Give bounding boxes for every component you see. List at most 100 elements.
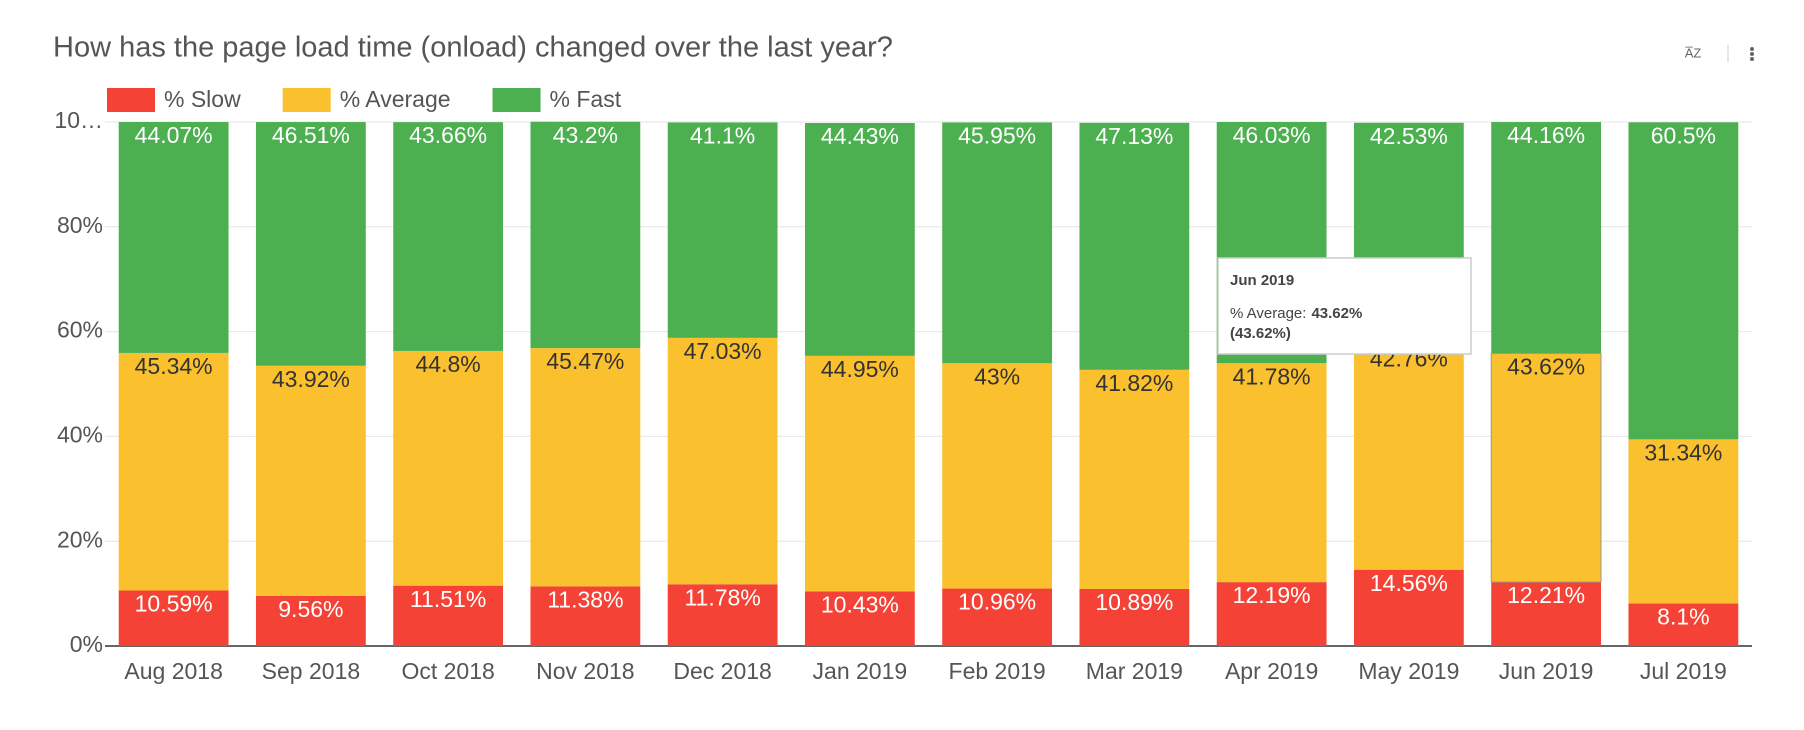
data-label: 60.5% <box>1651 122 1716 148</box>
data-label: 43.66% <box>409 122 487 148</box>
y-tick-label: 10… <box>54 107 103 133</box>
tooltip-value: 43.62% <box>1311 305 1362 322</box>
bar-segment <box>804 591 915 646</box>
data-label: 11.38% <box>547 586 623 612</box>
bar-segment <box>118 352 229 591</box>
data-label: 12.21% <box>1507 582 1585 608</box>
legend-swatch <box>107 88 155 112</box>
data-label: 8.1% <box>1657 604 1709 630</box>
data-label: 43.2% <box>553 122 618 148</box>
bar-segment <box>1353 569 1464 646</box>
bar-segment <box>255 595 366 646</box>
data-label: 11.51% <box>410 586 486 612</box>
data-label: 43.62% <box>1507 354 1585 380</box>
bar-segment <box>667 584 778 646</box>
data-label: 43% <box>974 363 1020 389</box>
tooltip-box <box>1217 257 1472 355</box>
data-label: 41.1% <box>690 123 755 149</box>
x-tick-label: Aug 2018 <box>124 658 222 684</box>
x-tick-label: Jan 2019 <box>813 658 908 684</box>
data-label: 47.03% <box>684 338 762 364</box>
data-label: 44.43% <box>821 123 899 149</box>
chart-title: How has the page load time (onload) chan… <box>53 32 893 64</box>
menu-icon[interactable] <box>1750 47 1754 61</box>
data-label: 45.47% <box>546 348 624 374</box>
bar-segment <box>804 355 915 592</box>
bar-segment <box>255 365 366 596</box>
sort-icon[interactable]: A̅Z <box>1685 45 1702 60</box>
data-label: 46.03% <box>1233 122 1311 148</box>
data-label: 42.53% <box>1370 123 1448 149</box>
y-tick-label: 0% <box>70 631 103 657</box>
bar-segment <box>118 590 229 646</box>
data-label: 41.82% <box>1095 370 1173 396</box>
bar-segment <box>942 363 1053 589</box>
data-label: 10.59% <box>135 591 213 617</box>
bar-segment <box>118 122 229 353</box>
data-label: 46.51% <box>272 122 350 148</box>
bar-segment <box>1216 582 1327 646</box>
bar-segment <box>1216 363 1327 583</box>
bar-segment <box>1628 439 1739 604</box>
y-tick-label: 40% <box>57 421 103 447</box>
bar-segment <box>393 585 504 646</box>
data-label: 44.16% <box>1507 122 1585 148</box>
y-tick-label: 60% <box>57 317 103 343</box>
legend-swatch <box>282 88 331 112</box>
bar-segment <box>942 588 1053 646</box>
bar-segment <box>255 122 366 366</box>
data-label: 44.95% <box>821 356 899 382</box>
data-label: 12.19% <box>1233 582 1311 608</box>
bar-segment <box>530 348 641 587</box>
x-tick-label: Nov 2018 <box>536 658 634 684</box>
data-label: 11.78% <box>684 584 760 610</box>
bar-segment <box>667 122 778 338</box>
data-label: 10.43% <box>821 591 899 617</box>
legend-label: % Fast <box>550 86 622 112</box>
y-tick-label: 20% <box>57 526 103 552</box>
bar-segment <box>1628 603 1739 646</box>
legend-swatch <box>492 88 541 112</box>
data-label: 44.07% <box>135 122 213 148</box>
bar-segment <box>1491 122 1602 354</box>
x-tick-label: Oct 2018 <box>401 658 494 684</box>
bar-segment <box>1628 122 1739 440</box>
data-label: 41.78% <box>1233 363 1311 389</box>
tooltip: Jun 2019 % Average: 43.62% (43.62%) <box>1217 257 1472 355</box>
data-label: 45.34% <box>135 353 213 379</box>
bar-segment <box>530 121 641 349</box>
data-label: 47.13% <box>1095 123 1173 149</box>
highlight <box>1490 352 1602 583</box>
x-tick-label: Mar 2019 <box>1086 658 1183 684</box>
tooltip-label: % Average: <box>1230 305 1306 322</box>
bar-segment <box>393 350 504 586</box>
bar-segment <box>530 586 641 646</box>
x-tick-label: May 2019 <box>1358 658 1459 684</box>
x-tick-label: Apr 2019 <box>1225 658 1318 684</box>
x-tick-label: Jun 2019 <box>1499 658 1594 684</box>
tooltip-title: Jun 2019 <box>1230 272 1294 289</box>
x-tick-label: Feb 2019 <box>949 658 1046 684</box>
bar-segment <box>1079 122 1190 370</box>
data-label: 9.56% <box>278 596 343 622</box>
data-label: 14.56% <box>1370 570 1448 596</box>
data-label: 44.8% <box>416 351 481 377</box>
bar-segment <box>667 337 778 585</box>
legend-label: % Average <box>340 86 451 112</box>
bar-segment <box>393 122 504 351</box>
bar-segment <box>1079 588 1190 646</box>
y-tick-label: 80% <box>57 212 103 238</box>
bar-segment <box>1491 582 1602 646</box>
legend-label: % Slow <box>164 86 241 112</box>
data-label: 10.96% <box>958 589 1036 615</box>
tooltip-detail: (43.62%) <box>1230 325 1291 342</box>
data-label: 10.89% <box>1095 589 1173 615</box>
x-tick-label: Jul 2019 <box>1640 658 1727 684</box>
bar-segment <box>1079 369 1190 589</box>
x-tick-label: Sep 2018 <box>262 658 360 684</box>
data-label: 45.95% <box>958 123 1036 149</box>
data-label: 43.92% <box>272 366 350 392</box>
bar-segment <box>942 122 1053 364</box>
